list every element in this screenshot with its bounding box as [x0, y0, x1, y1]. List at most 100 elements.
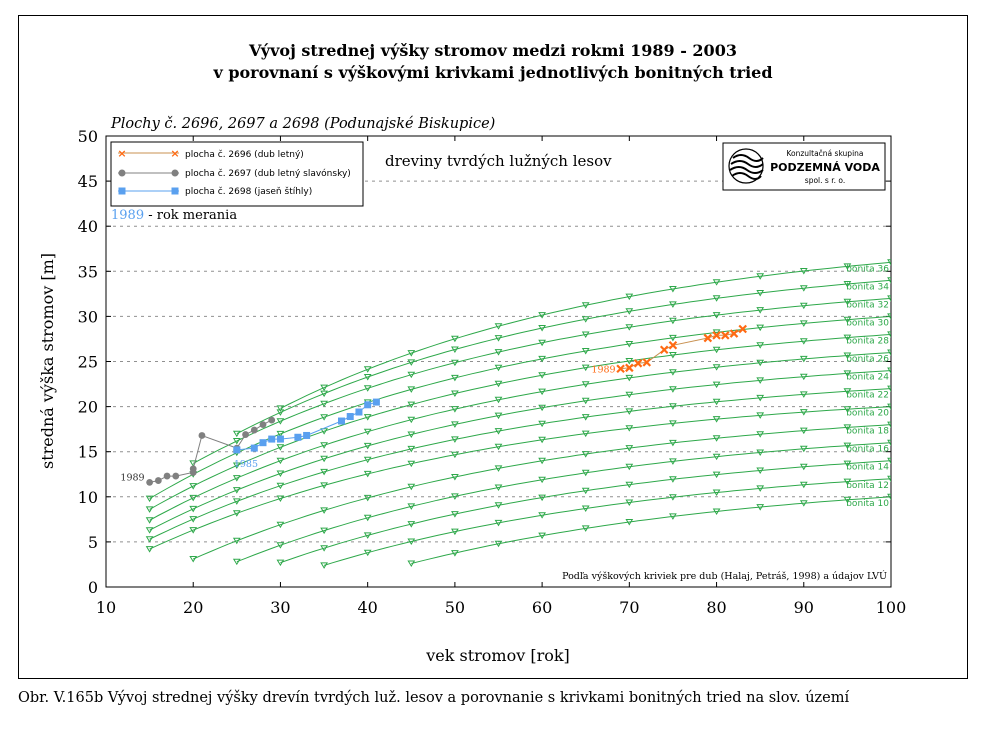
series-point: [250, 444, 258, 452]
bonita-marker: [538, 476, 546, 484]
bonita-marker: [320, 442, 328, 449]
series-point: [154, 477, 162, 484]
bonita-marker: [363, 456, 372, 464]
bonita-marker: [756, 377, 765, 384]
bonita-marker: [189, 556, 198, 563]
bonita-marker: [407, 460, 416, 468]
bonita-marker: [407, 371, 416, 379]
bonita-marker: [887, 421, 891, 429]
series-year-label: 1985: [234, 459, 258, 470]
bonita-marker: [276, 542, 285, 549]
bonita-marker: [625, 499, 634, 506]
bonita-curve: [192, 297, 891, 464]
bonita-marker: [625, 481, 634, 489]
bonita-marker: [276, 482, 285, 490]
bonita-marker: [625, 308, 634, 315]
y-tick-label: 25: [78, 353, 98, 372]
bonita-curve: [236, 279, 891, 435]
bonita-marker: [843, 352, 852, 359]
bonita-marker: [363, 385, 372, 392]
bonita-label: bonita 14: [846, 463, 889, 473]
y-tick-label: 35: [78, 262, 98, 281]
logo-swirl-icon: [728, 148, 764, 184]
x-tick-label: 10: [96, 598, 116, 617]
legend-marker-2697-b: [171, 169, 179, 177]
bonita-marker: [232, 438, 241, 445]
bonita-marker: [756, 467, 765, 474]
bonita-marker: [407, 350, 416, 357]
logo-line3: spol. s r. o.: [805, 176, 845, 185]
bonita-marker: [494, 380, 503, 388]
x-tick-label: 70: [619, 598, 639, 617]
bonita-marker: [451, 493, 459, 500]
bonita-marker: [669, 286, 677, 293]
bonita-marker: [843, 424, 852, 431]
bonita-label: bonita 32: [846, 300, 889, 310]
bonita-marker: [538, 494, 546, 502]
bonita-marker: [669, 403, 677, 410]
bonita-marker: [887, 385, 891, 393]
legend-label-2696: plocha č. 2696 (dub letný): [185, 149, 304, 160]
bonita-marker: [189, 483, 198, 490]
bonita-marker: [625, 391, 634, 399]
bonita-marker: [756, 307, 765, 314]
figure-caption: Obr. V.165b Vývoj strednej výšky drevín …: [18, 690, 850, 706]
series-point: [233, 446, 241, 454]
bonita-curve: [411, 496, 891, 564]
bonita-marker: [799, 481, 808, 489]
bonita-marker: [887, 259, 891, 266]
legend-marker-2696-b: ×: [170, 147, 179, 160]
bonita-marker: [669, 386, 677, 393]
bonita-marker: [189, 505, 198, 513]
bonita-marker: [843, 334, 852, 342]
bonita-label: bonita 20: [846, 409, 889, 419]
bonita-marker: [799, 500, 808, 507]
bonita-marker: [581, 469, 590, 477]
bonita-label: bonita 34: [846, 282, 889, 292]
bonita-marker: [451, 390, 459, 397]
year-note-year: 1989: [111, 208, 144, 223]
bonita-marker: [494, 540, 503, 548]
bonita-marker: [669, 317, 677, 325]
y-tick-label: 50: [78, 127, 98, 146]
bonita-marker: [712, 508, 721, 515]
bonita-marker: [538, 436, 546, 444]
bonita-marker: [887, 457, 891, 465]
bonita-marker: [581, 487, 590, 495]
bonita-marker: [320, 507, 328, 514]
bonita-marker: [320, 527, 328, 535]
bonita-marker: [625, 519, 634, 526]
bonita-marker: [581, 316, 590, 323]
series-point: [294, 433, 302, 441]
bonita-marker: [799, 285, 808, 292]
bonita-marker: [451, 436, 459, 443]
series-year-label: 1989: [591, 365, 615, 376]
bonita-marker: [538, 532, 546, 540]
bonita-marker: [799, 463, 808, 471]
annotation-center: dreviny tvrdých lužných lesov: [385, 152, 612, 170]
bonita-marker: [799, 338, 808, 345]
series-point: [198, 432, 206, 439]
bonita-marker: [538, 420, 546, 428]
bonita-marker: [407, 445, 416, 453]
bonita-marker: [145, 536, 154, 543]
bonita-marker: [712, 453, 721, 461]
bonita-label: bonita 12: [846, 481, 889, 491]
series-point: [276, 435, 284, 443]
bonita-marker: [756, 324, 765, 332]
series-point: [163, 472, 171, 480]
bonita-marker: [887, 403, 891, 411]
legend-marker-2696-a: ×: [117, 147, 126, 160]
bonita-marker: [407, 431, 416, 438]
bonita-marker: [232, 430, 241, 438]
bonita-marker: [451, 359, 459, 367]
bonita-marker: [843, 281, 852, 288]
series-point: [355, 408, 363, 416]
bonita-marker: [276, 495, 285, 502]
series-point: [346, 413, 354, 421]
bonita-marker: [451, 451, 459, 459]
bonita-marker: [843, 406, 852, 413]
legend-label-2698: plocha č. 2698 (jaseň štíhly): [185, 186, 312, 197]
bonita-marker: [363, 514, 372, 522]
bonita-marker: [145, 546, 154, 553]
